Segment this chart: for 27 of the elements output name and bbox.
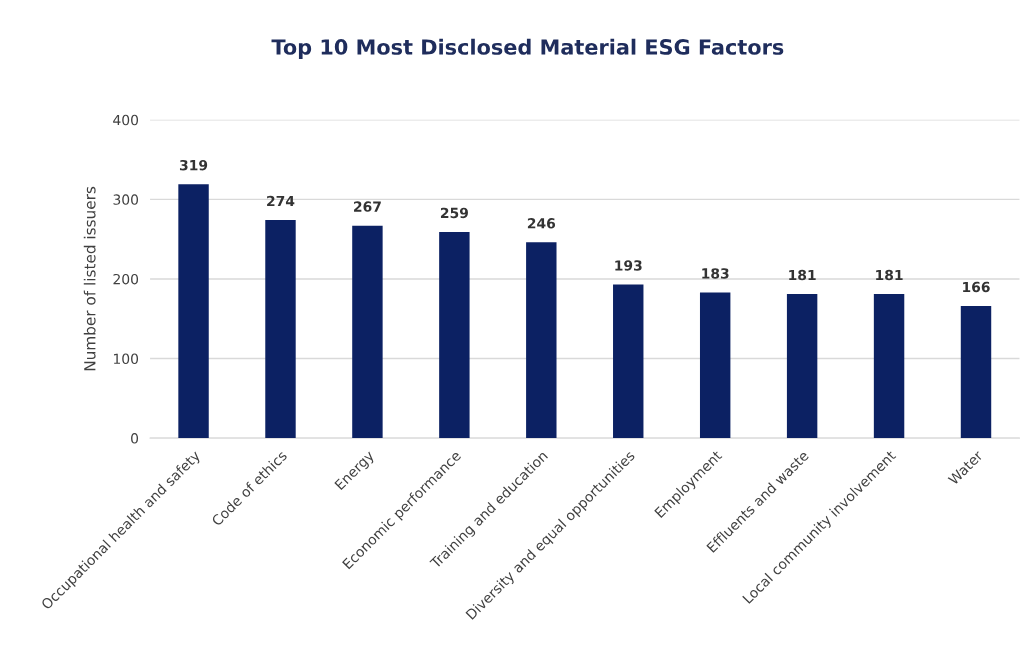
bar (786, 294, 818, 439)
data-label: 274 (267, 195, 295, 207)
data-label: 319 (179, 159, 208, 171)
data-label: 246 (527, 218, 556, 229)
y-tick-label: 0 (131, 433, 139, 444)
bar (439, 232, 470, 439)
bar (178, 184, 209, 439)
chart-title: Top 10 Most Disclosed Material ESG Factors (271, 38, 784, 59)
data-label: 183 (702, 268, 729, 279)
data-label: 193 (615, 260, 642, 271)
data-label: 181 (789, 269, 816, 281)
bar (613, 284, 644, 439)
y-tick-label: 300 (113, 194, 139, 205)
bar (265, 220, 296, 439)
data-label: 166 (963, 281, 990, 293)
bar (526, 242, 557, 439)
bar (960, 306, 992, 439)
data-label: 259 (440, 207, 468, 219)
data-label: 181 (876, 269, 903, 281)
y-tick-label: 100 (113, 353, 139, 365)
bar (352, 225, 383, 439)
y-tick-label: 400 (113, 114, 139, 126)
bar (873, 294, 905, 439)
y-axis-title: Number of listed issuers (83, 186, 96, 371)
data-label: 267 (354, 201, 381, 212)
y-tick-label: 200 (113, 273, 139, 285)
bar (699, 292, 731, 439)
